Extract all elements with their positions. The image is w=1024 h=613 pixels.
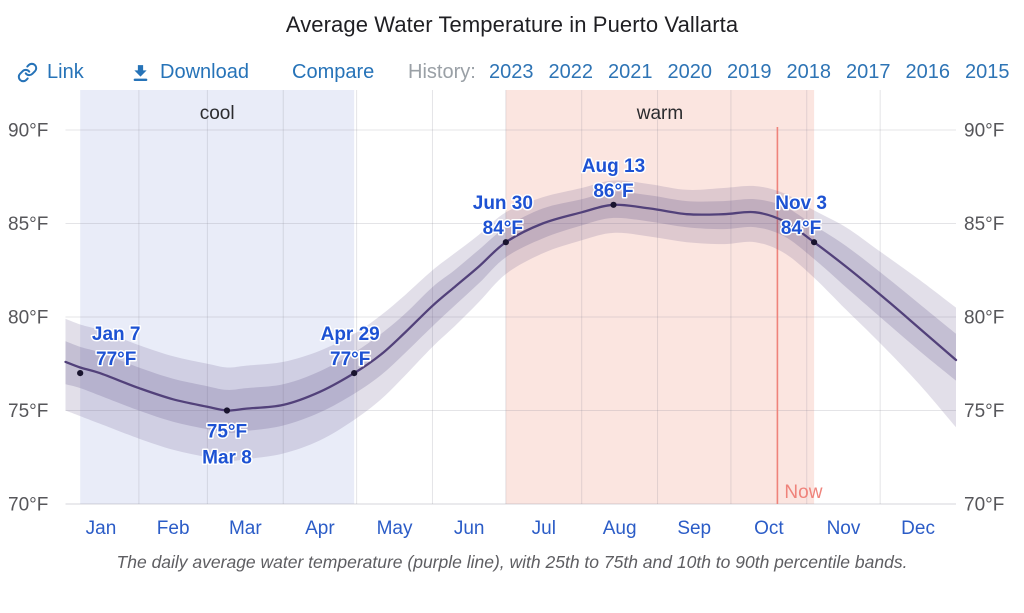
data-point-label: 86°F [593,181,633,202]
history-year-link[interactable]: 2022 [548,61,594,83]
y-axis-label-right: 90°F [964,121,1004,142]
y-axis-label-left: 75°F [8,401,48,422]
mean-temperature-line [64,203,958,412]
download-button[interactable]: Download [130,57,249,87]
season-band-cool [80,90,355,504]
history-year-link[interactable]: 2016 [905,61,951,83]
data-point-label: 77°F [330,349,370,370]
x-axis-month-label: Dec [901,518,935,539]
download-button-label: Download [160,61,249,83]
data-point-marker [610,201,617,208]
x-axis-month-label: Sep [677,518,711,539]
compare-button[interactable]: Compare [292,57,374,87]
data-point-label: Apr 29 [321,324,380,345]
compare-button-label: Compare [292,61,375,83]
download-icon [133,64,148,81]
y-axis-label-right: 75°F [964,401,1004,422]
link-button-label: Link [47,61,84,83]
x-axis-month-label: Aug [603,518,637,539]
data-point-label: Jan 7 [92,324,141,345]
season-label-cool: cool [200,103,235,124]
link-icon [17,62,38,82]
data-point-label: Nov 3 [775,193,827,214]
y-axis-label-left: 85°F [8,214,48,235]
data-point-label: 77°F [96,349,136,370]
x-axis-month-label: May [377,518,413,539]
data-point-label: 75°F [207,422,247,443]
history-year-link[interactable]: 2021 [608,61,653,83]
link-button[interactable]: Link [17,57,84,87]
y-axis-label-left: 90°F [8,121,48,142]
x-axis-month-label: Feb [157,518,190,539]
data-point-label: 84°F [483,218,523,239]
history-year-link[interactable]: 2019 [727,61,772,83]
x-axis-month-label: Jan [86,518,117,539]
toolbar: Link Download Compare History: 2023 2022 2… [0,57,1024,87]
history-year-link[interactable]: 2023 [489,61,534,83]
history-year-link[interactable]: 2018 [786,61,832,83]
data-point-marker [223,407,231,414]
percentile-band-outer [65,180,956,462]
y-axis-label-left: 80°F [8,308,48,329]
history-year-link[interactable]: 2020 [667,61,713,83]
y-axis-label-right: 85°F [964,214,1004,235]
now-label: Now [784,482,822,503]
history-year-link[interactable]: 2015 [965,61,1010,83]
data-point-marker [77,370,84,377]
history-label: History: [408,61,476,83]
data-point-label: 84°F [781,218,821,239]
season-band-warm [505,90,815,504]
data-point-marker [502,239,509,246]
x-axis-month-label: Nov [827,518,861,539]
x-axis-month-label: Oct [754,518,784,539]
history-year-link[interactable]: 2017 [846,61,891,83]
history-years: 2023 2022 2021 2020 2019 2018 2017 2016 2015 [489,57,1010,87]
page-title: Average Water Temperature in Puerto Vall… [285,12,739,37]
season-label-warm: warm [636,103,683,124]
data-point-label: Mar 8 [202,448,252,469]
x-axis-month-label: Mar [229,518,262,539]
y-axis-label-left: 70°F [8,495,48,516]
x-axis-month-label: Jul [532,518,556,539]
data-point-label: Jun 30 [473,193,533,214]
x-axis-month-label: Jun [454,518,485,539]
data-point-label: Aug 13 [582,156,645,177]
data-point-marker [351,370,358,377]
x-axis-month-label: Apr [305,518,335,539]
y-axis-label-right: 70°F [964,495,1004,516]
chart-caption: The daily average water temperature (pur… [116,552,908,572]
y-axis-label-right: 80°F [964,308,1004,329]
data-point-marker [811,239,818,246]
